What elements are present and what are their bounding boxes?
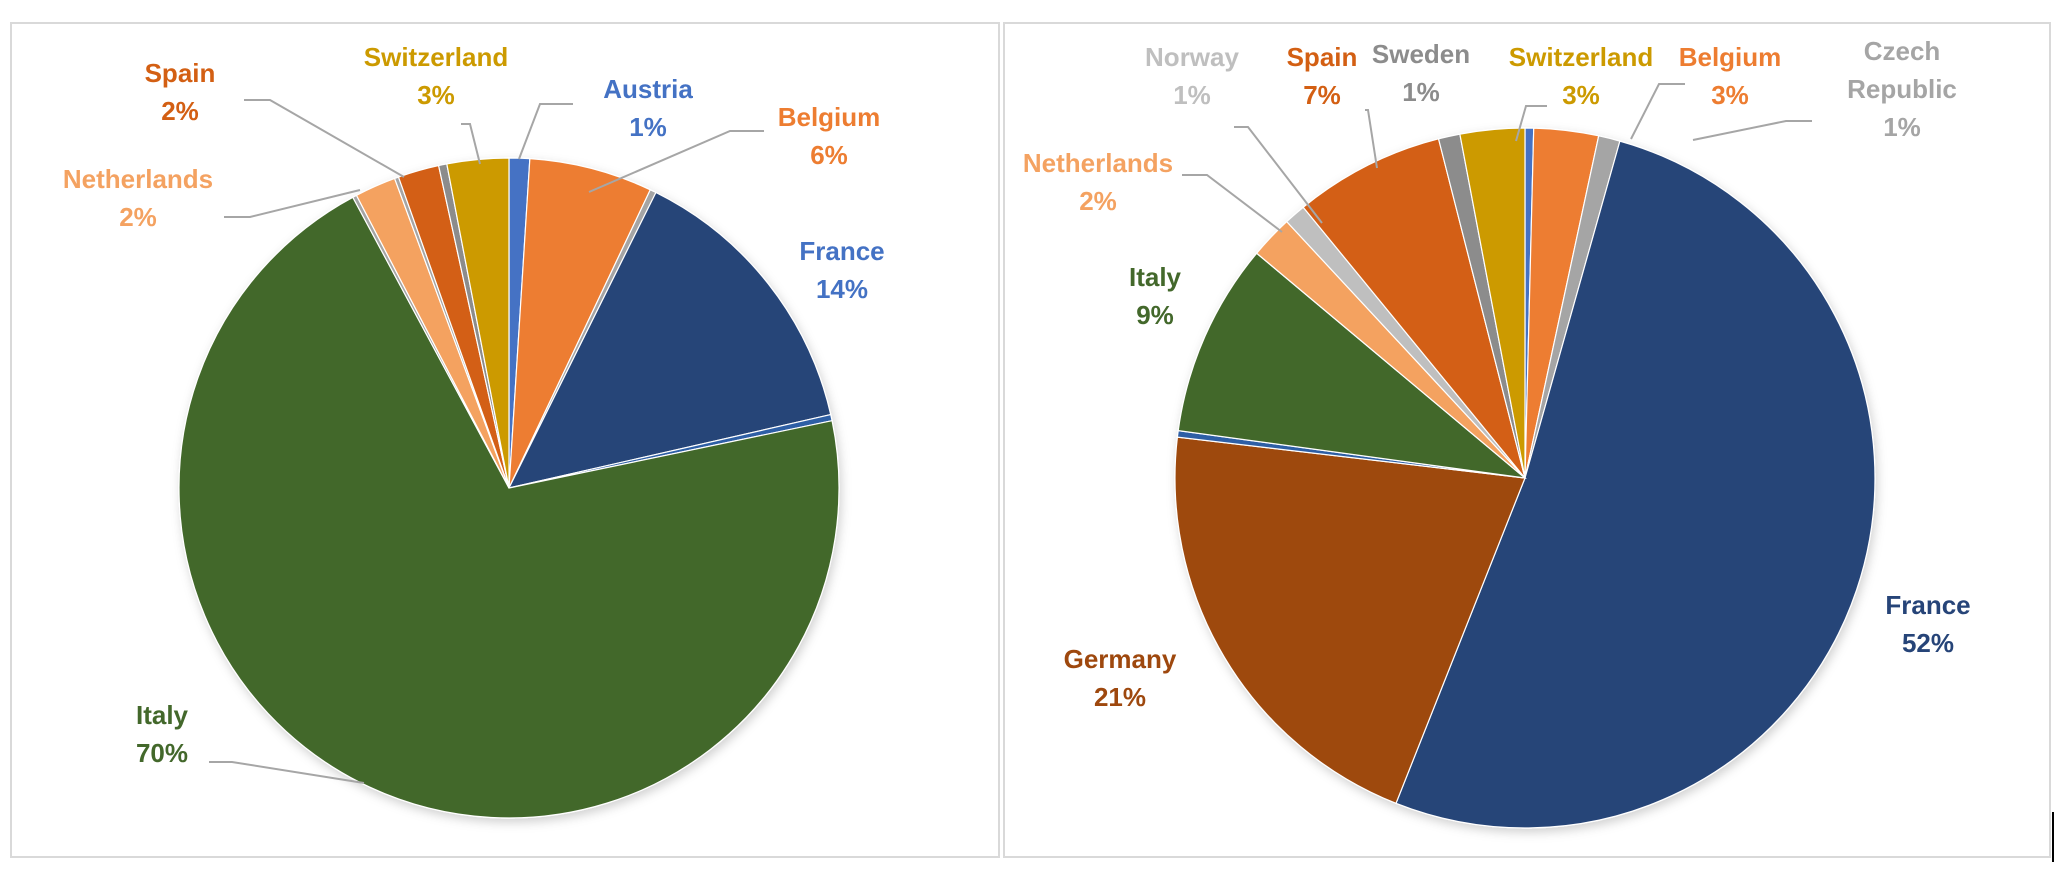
pie-slice-switzerland [1459,127,1526,479]
text-cursor [2052,812,2054,862]
data-label-spain: Spain 2% [145,58,216,126]
data-label-switzerland: Switzerland 3% [1509,42,1653,110]
leader-line-switzerland [1515,105,1547,142]
data-label-netherlands: Netherlands 2% [63,164,213,232]
data-label-spain: Spain 7% [1287,42,1358,110]
data-label-switzerland: Switzerland 3% [364,42,508,110]
pie-slice-france [507,191,832,489]
data-label-netherlands: Netherlands 2% [1023,148,1173,216]
leader-line-czech-republic [1692,120,1812,141]
data-label-france: France 52% [1885,590,1970,658]
data-label-belgium: Belgium 3% [1679,42,1782,110]
pie-slice-italy [1177,252,1527,479]
pie-chart-left-panel: Austria 1% Belgium 6% France 14% Italy 70% Nethe… [10,22,1000,858]
data-label-france: France 14% [799,236,884,304]
data-label-austria: Austria 1% [603,74,693,142]
leader-line-switzerland [461,123,481,165]
leader-line-netherlands [224,189,361,218]
leader-line-austria [518,103,573,160]
pie-slice-italy [178,196,840,819]
pie-slice-switzerland [446,157,510,489]
pie-slice-belgium [508,158,652,489]
leader-line-spain [244,99,405,178]
pie-chart-right: Belgium 3% Czech Republic 1% France 52% Germany… [1023,36,1971,829]
leader-line-belgium [588,130,764,193]
data-label-italy: Italy 70% [136,700,189,768]
leader-line-netherlands [1182,174,1283,233]
data-label-italy: Italy 9% [1129,262,1182,330]
pie-chart-left: Austria 1% Belgium 6% France 14% Italy 70% Nethe… [63,42,885,819]
leader-line-spain [1365,109,1378,169]
data-label-sweden: Sweden 1% [1372,39,1470,107]
leader-line-italy [209,761,365,784]
pie-slices [178,157,840,819]
pie-slice-france [1395,140,1876,829]
leader-line-belgium [1630,83,1685,140]
pie-slices [1174,127,1876,829]
data-label-germany: Germany 21% [1064,644,1177,712]
pie-slice-germany [1174,436,1526,805]
data-label-czech-republic: Czech Republic 1% [1847,36,1957,142]
leader-line-norway [1234,126,1323,224]
data-label-norway: Norway 1% [1145,42,1239,110]
pie-chart-right-panel: Belgium 3% Czech Republic 1% France 52% Germany… [1003,22,2051,858]
data-label-belgium: Belgium 6% [778,102,881,170]
